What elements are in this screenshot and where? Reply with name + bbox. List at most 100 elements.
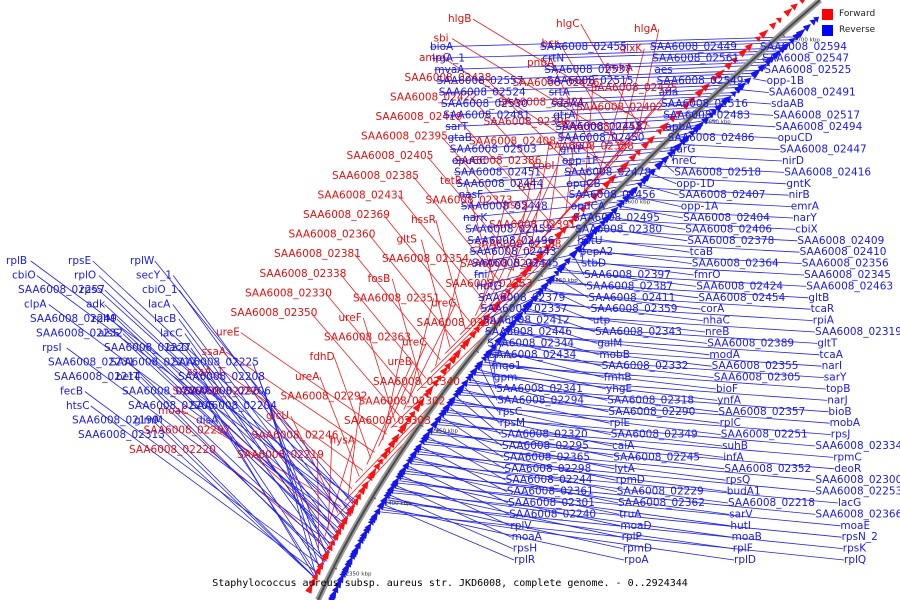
forward-connector [616, 48, 645, 161]
reverse-connector [418, 451, 727, 492]
reverse-connector [98, 289, 350, 517]
forward-gene-arrow [368, 468, 377, 479]
forward-gene-label: glxK [620, 43, 644, 55]
reverse-gene-arrow [535, 289, 542, 297]
reverse-connector [550, 94, 735, 105]
forward-gene-label: SAA6008_02296 [173, 385, 260, 397]
reverse-gene-arrow [448, 395, 456, 404]
reverse-connector [451, 404, 831, 435]
reverse-gene-arrow [476, 360, 484, 368]
forward-gene-arrow [548, 238, 556, 246]
forward-connector [541, 126, 643, 239]
reverse-connector [90, 405, 320, 575]
reverse-connector [484, 361, 717, 390]
forward-gene-label: SAA6008_02426 [513, 77, 600, 89]
reverse-gene-arrow [418, 439, 425, 446]
forward-connector [407, 298, 434, 404]
forward-gene-label: SAA6008_02386 [455, 155, 542, 167]
forward-gene-label: SAA6008_02369 [303, 209, 390, 221]
reverse-gene-label: tcaR [811, 303, 835, 315]
forward-gene-label: SAA6008_02391 [489, 219, 576, 231]
reverse-gene-arrow [569, 248, 580, 259]
reverse-gene-arrow [467, 372, 474, 379]
reverse-gene-arrow [540, 280, 550, 291]
reverse-gene-label: rpsN_2 [842, 531, 878, 543]
reverse-connector [552, 279, 699, 299]
reverse-connector [460, 190, 637, 207]
forward-gene-arrow [408, 410, 416, 418]
reverse-gene-label: opuCC [452, 155, 486, 167]
reverse-connector [752, 78, 767, 82]
forward-gene-arrow [376, 458, 383, 465]
reverse-gene-arrow [809, 19, 817, 26]
reverse-gene-arrow [604, 210, 615, 221]
reverse-connector [184, 333, 336, 544]
reverse-gene-arrow [370, 511, 379, 521]
reverse-connector [444, 414, 816, 447]
reverse-gene-label: alsS [98, 328, 120, 340]
forward-gene-arrow [482, 312, 491, 322]
reverse-connector [539, 39, 797, 48]
forward-gene-label: SAA6008_02303 [344, 415, 431, 427]
reverse-gene-label: SAA6008_02387 [586, 280, 673, 292]
reverse-gene-label: mobA [830, 417, 861, 429]
reverse-gene-label: gpm [494, 372, 518, 384]
reverse-connector [438, 421, 724, 458]
forward-gene-arrow [525, 262, 534, 272]
reverse-gene-arrow [688, 130, 696, 137]
forward-connector [480, 200, 507, 310]
reverse-connector [152, 420, 317, 580]
reverse-gene-label: SAA6008_02455 [540, 41, 627, 53]
reverse-gene-label: gltB [808, 292, 829, 304]
forward-gene-label: hysA [330, 435, 356, 447]
reverse-gene-label: modA [709, 349, 740, 361]
forward-gene-arrow [758, 29, 769, 39]
reverse-gene-label: rpsQ [726, 474, 751, 486]
reverse-gene-label: deoR [834, 463, 861, 475]
reverse-connector [660, 97, 732, 105]
reverse-gene-label: SAA6008_02518 [674, 166, 761, 178]
reverse-gene-arrow [812, 16, 820, 23]
reverse-gene-label: SAA6008_02445 [472, 258, 559, 270]
forward-gene-label: fdhD [310, 351, 335, 363]
forward-gene-arrow [595, 187, 604, 196]
reverse-connector [550, 282, 809, 299]
reverse-connector [581, 248, 692, 264]
forward-gene-arrow [744, 43, 753, 52]
reverse-gene-label: SAA6008_02245 [613, 451, 700, 463]
reverse-gene-arrow [764, 58, 772, 67]
reverse-connector [588, 240, 800, 253]
reverse-gene-label: rplF [733, 543, 753, 555]
forward-gene-arrow [570, 212, 581, 222]
reverse-gene-label: srtA [549, 87, 571, 99]
ruler-tick-label: 2600 kbp [624, 200, 650, 206]
forward-gene-arrow [354, 493, 361, 501]
reverse-connector [656, 75, 756, 82]
reverse-connector [650, 176, 787, 185]
reverse-gene-label: SAA6008_02389 [707, 337, 794, 349]
reverse-gene-arrow [682, 134, 691, 143]
reverse-gene-label: secY_1 [136, 270, 172, 282]
reverse-gene-label: opuCA [571, 201, 606, 213]
forward-gene-label: SAA6008_02422 [390, 91, 477, 103]
reverse-gene-label: glmM [134, 415, 163, 427]
reverse-connector [591, 237, 690, 253]
reverse-connector [385, 501, 843, 549]
forward-gene-label: sbi [434, 33, 449, 45]
reverse-gene-arrow [599, 219, 606, 227]
reverse-gene-label: SAA6008_02404 [683, 212, 770, 224]
legend-reverse: Reverse [822, 22, 896, 38]
forward-gene-label: SAA6008_02396 [484, 116, 571, 128]
reverse-gene-label: bioF [716, 383, 738, 395]
reverse-gene-arrow [508, 317, 519, 328]
reverse-connector [466, 384, 829, 413]
reverse-gene-label: SAA6008_02364 [692, 258, 779, 270]
forward-gene-arrow [489, 306, 496, 313]
reverse-gene-label: SAA6008_02443 [470, 246, 557, 258]
reverse-gene-label: SAA6008_02356 [802, 258, 889, 270]
forward-gene-label: SAA6008_02347 [417, 317, 504, 329]
forward-gene-arrow [584, 201, 591, 208]
reverse-gene-label: SAA6008_02355 [712, 360, 799, 372]
reverse-gene-label: SAA6008_02352 [724, 463, 811, 475]
reverse-connector [431, 431, 725, 470]
